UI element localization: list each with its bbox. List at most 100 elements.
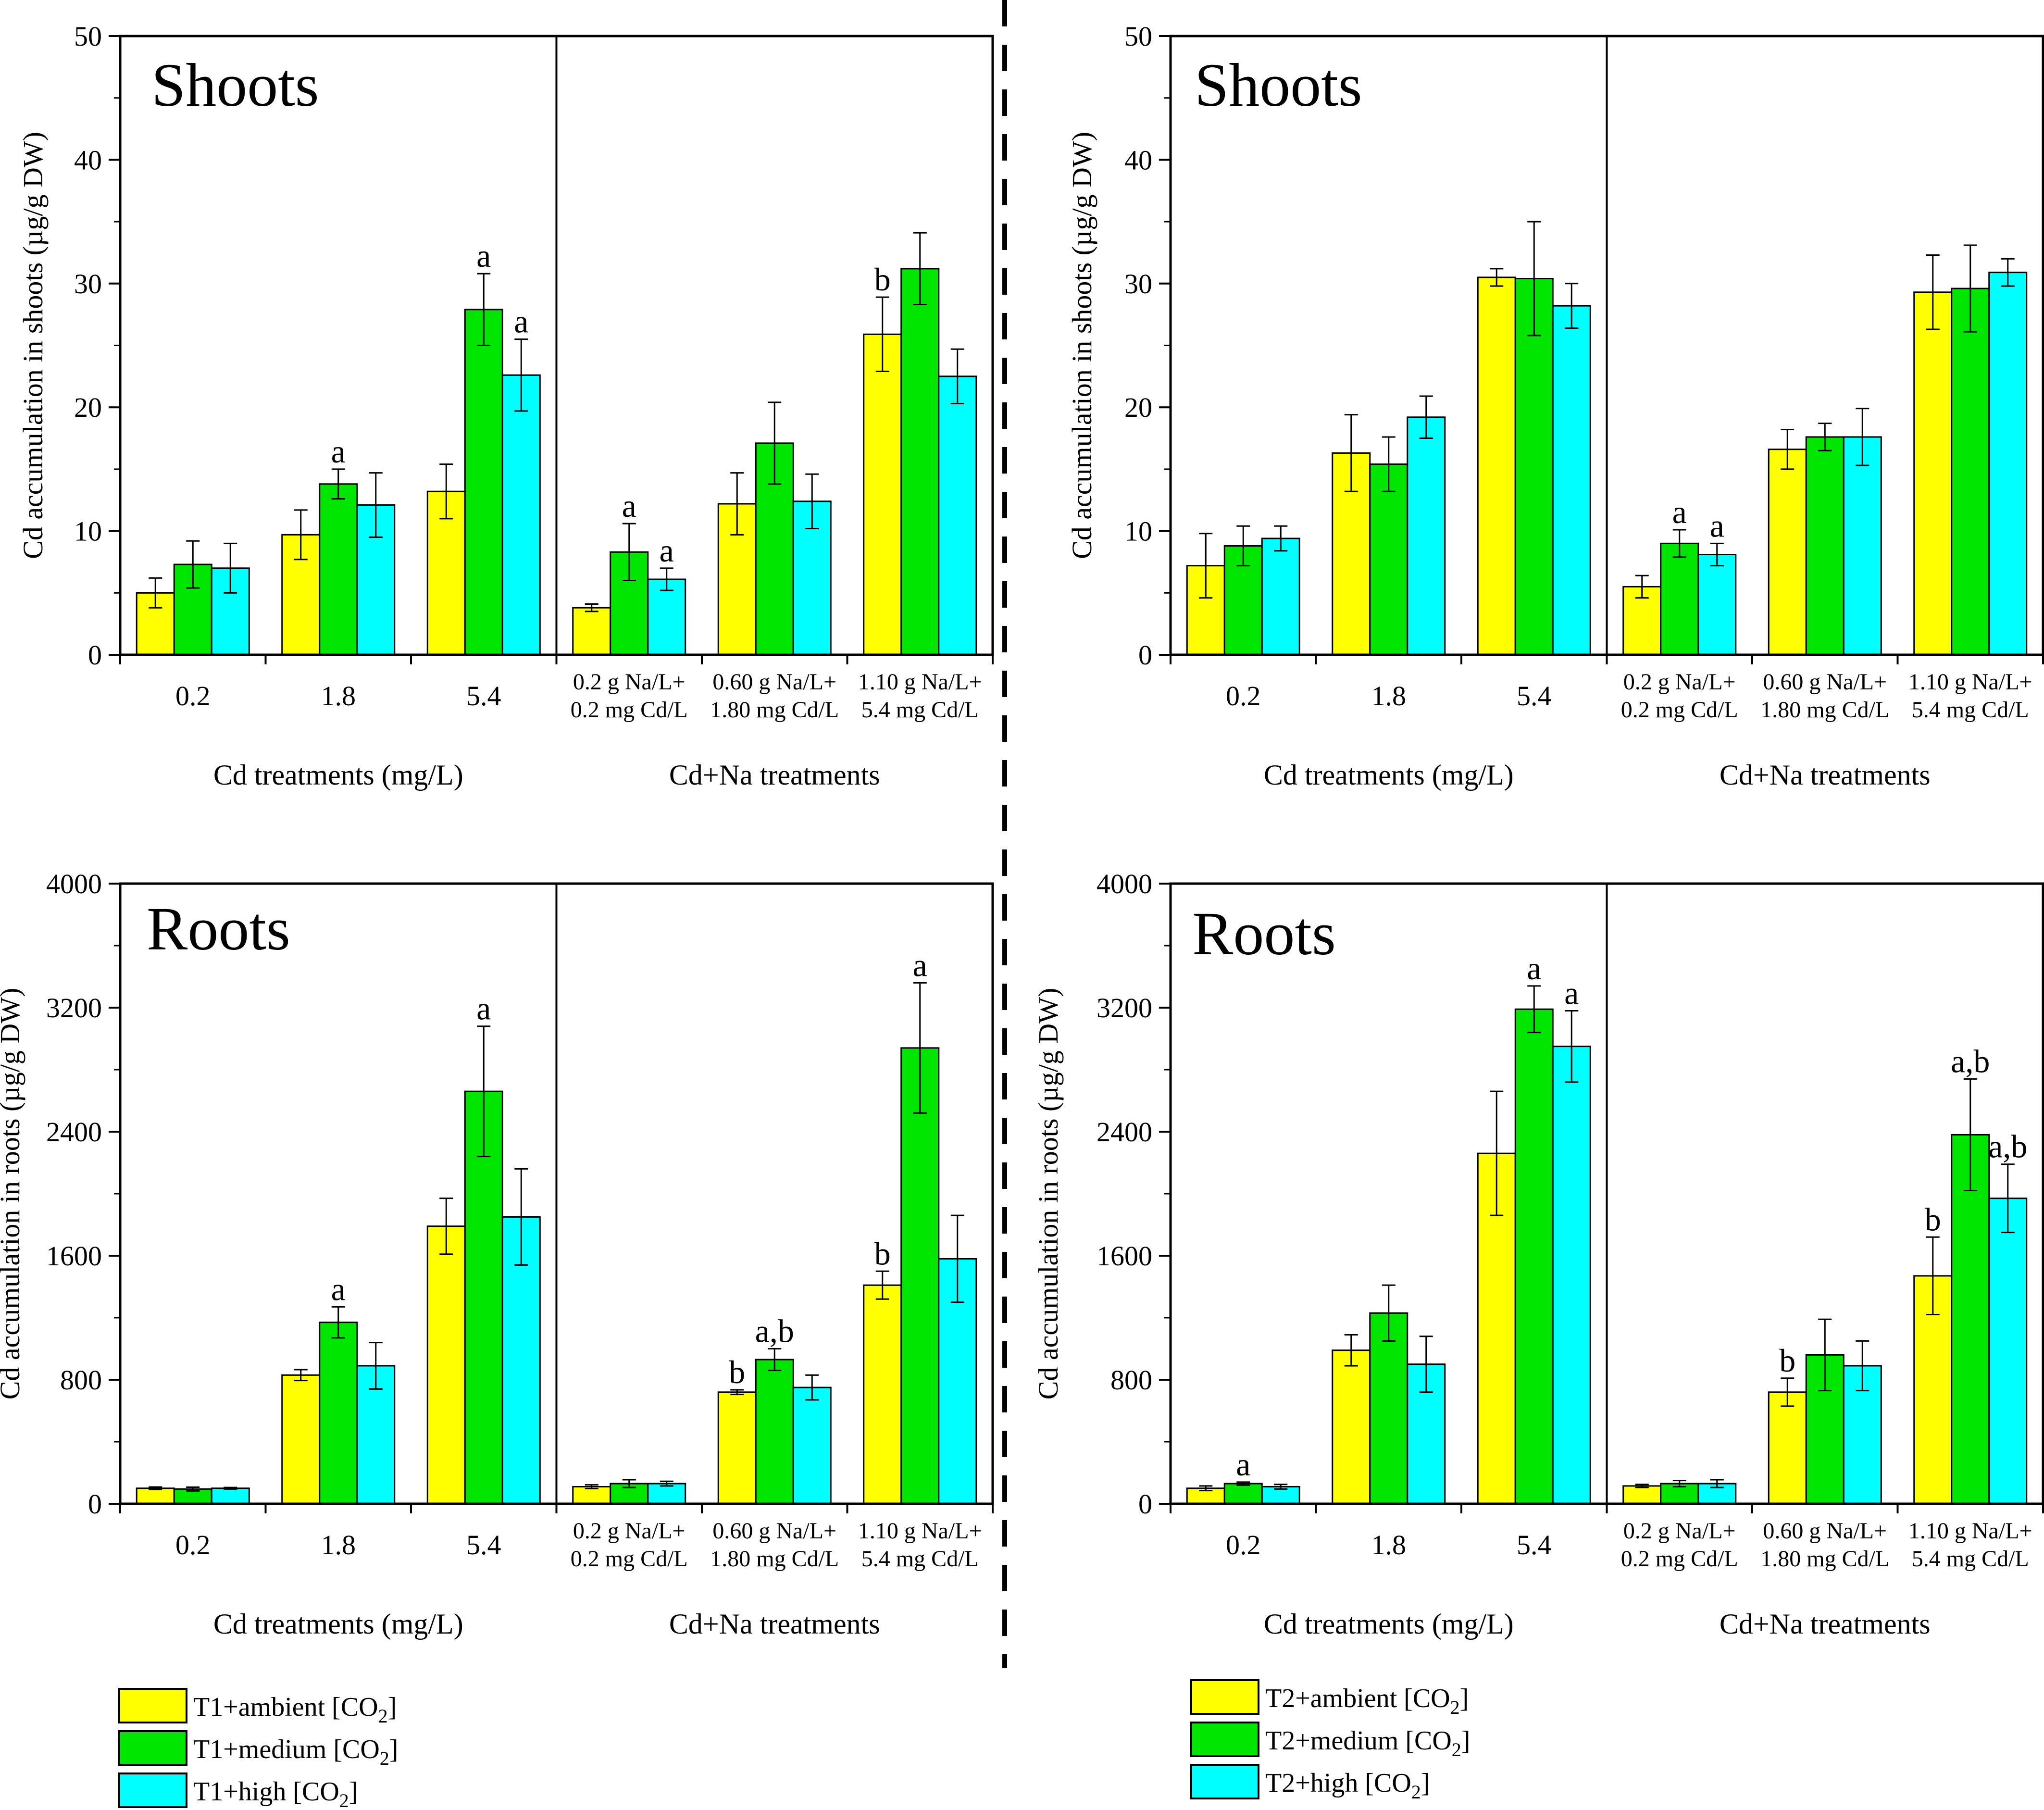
significance-label: b [874,261,891,298]
x-group-label: Cd treatments (mg/L) [1264,1608,1514,1640]
y-tick-label: 50 [1124,21,1152,52]
y-tick-label: 3200 [46,992,102,1024]
bar [1951,287,1990,656]
bar [717,1391,757,1505]
x-category-label: 0.2 [1226,1529,1261,1560]
y-tick-label: 3200 [1097,992,1152,1024]
x-category-label: 1.8 [321,1529,356,1560]
panel-title: Shoots [1195,51,1362,119]
bar [1768,1391,1807,1505]
panel-title: Shoots [151,51,319,119]
bar [1261,537,1300,656]
x-category-label: 0.2 [175,1529,211,1560]
panel-title: Roots [1192,899,1336,968]
x-category-label: 0.60 g Na/L+ [1763,1518,1887,1544]
x-category-label: 0.2 g Na/L+ [1623,1518,1736,1544]
legend-label: T1+medium [CO2] [193,1735,398,1769]
chart-panel-3: b b a a a,b a 0 800 1600 2400 3200 4000 0.2 1.8 5.4 Cd … [0,868,994,1640]
significance-label: a [660,532,674,569]
significance-label: a,b [1951,1043,1990,1079]
y-tick-label: 2400 [1097,1116,1152,1148]
x-category-label: 5.4 [1517,680,1552,712]
significance-label: b [1779,1342,1795,1379]
significance-label: a [331,433,346,470]
x-group-label: Cd+Na treatments [669,1608,880,1640]
bar [572,607,611,656]
x-category-label: 5.4 [1517,1529,1552,1560]
bar [1552,305,1591,656]
legend-swatch [1190,1722,1259,1757]
bar [863,1284,902,1505]
bar [572,1486,611,1505]
significance-label: a,b [755,1313,794,1349]
x-category-label: 1.8 [1371,1529,1407,1560]
bar [1477,276,1516,656]
x-category-label: 1.8 [1371,680,1407,712]
x-category-label: 5.4 [466,1529,501,1560]
bar [1843,436,1882,656]
x-category-label: 1.10 g Na/L+ [1908,1518,2032,1544]
bar [1913,291,1953,656]
x-category-label: 0.2 mg Cd/L [1621,697,1738,723]
x-category-label: 5.4 mg Cd/L [1912,697,2029,723]
y-tick-label: 20 [1124,392,1152,423]
significance-label: a [622,487,636,524]
legend-swatch [1190,1679,1259,1715]
legend-1: T1+ambient [CO2] T1+medium [CO2] T1+high [… [118,1688,398,1810]
x-category-label: 1.80 mg Cd/L [1760,697,1889,723]
bar [1552,1046,1591,1505]
x-category-label: 1.10 g Na/L+ [1908,669,2032,695]
y-tick-label: 10 [74,516,102,547]
bar [319,1322,358,1505]
significance-label: a [514,303,528,340]
x-category-label: 0.2 g Na/L+ [573,669,685,695]
x-group-label: Cd treatments (mg/L) [213,759,463,791]
y-axis-label: Cd accumulation in shoots (µg/g DW) [1066,132,1097,559]
bar [863,333,902,656]
significance-label: b [729,1354,745,1390]
y-tick-label: 10 [1124,516,1152,547]
bar [938,375,977,656]
x-category-label: 1.80 mg Cd/L [1760,1546,1889,1572]
bar [1660,542,1699,656]
y-tick-label: 40 [1124,144,1152,175]
x-category-label: 0.2 g Na/L+ [573,1518,685,1544]
bar [1407,416,1446,656]
x-category-label: 5.4 [466,680,501,712]
bar [900,268,940,656]
bar [647,1483,686,1505]
x-category-label: 1.8 [321,680,356,712]
x-group-label: Cd treatments (mg/L) [1264,759,1514,791]
bar [1697,554,1737,656]
significance-label: b [1925,1201,1941,1237]
x-category-label: 0.2 mg Cd/L [571,1546,688,1572]
x-category-label: 0.2 mg Cd/L [1621,1546,1738,1572]
panel-title: Roots [147,895,290,963]
x-category-label: 0.60 g Na/L+ [1763,669,1887,695]
x-category-label: 5.4 mg Cd/L [1912,1546,2029,1572]
y-tick-label: 2400 [46,1116,102,1148]
legend-2: T2+ambient [CO2] T2+medium [CO2] T2+high [… [1190,1679,1470,1803]
y-tick-label: 0 [88,639,102,671]
bar [464,309,503,656]
bar [1223,1483,1263,1505]
legend-label: T1+high [CO2] [193,1777,358,1810]
x-category-label: 0.2 [175,680,211,712]
y-axis-label: Cd accumulation in shoots (µg/g DW) [17,132,49,559]
bar [136,1487,175,1505]
y-tick-label: 30 [1124,268,1152,300]
bar [464,1090,503,1505]
significance-label: a [913,947,927,983]
chart-panel-2: a a 0 10 20 30 40 50 0.2 1.8 5.4 Cd treatments (mg/… [1066,21,2044,791]
bar [1805,436,1845,656]
x-category-label: 0.2 [1226,680,1261,712]
y-tick-label: 20 [74,392,102,423]
x-group-label: Cd+Na treatments [1720,759,1931,791]
y-tick-label: 1600 [46,1240,102,1272]
bar [501,374,541,656]
y-tick-label: 1600 [1097,1240,1152,1272]
significance-label: a [476,990,491,1027]
significance-label: a,b [1988,1128,2027,1165]
